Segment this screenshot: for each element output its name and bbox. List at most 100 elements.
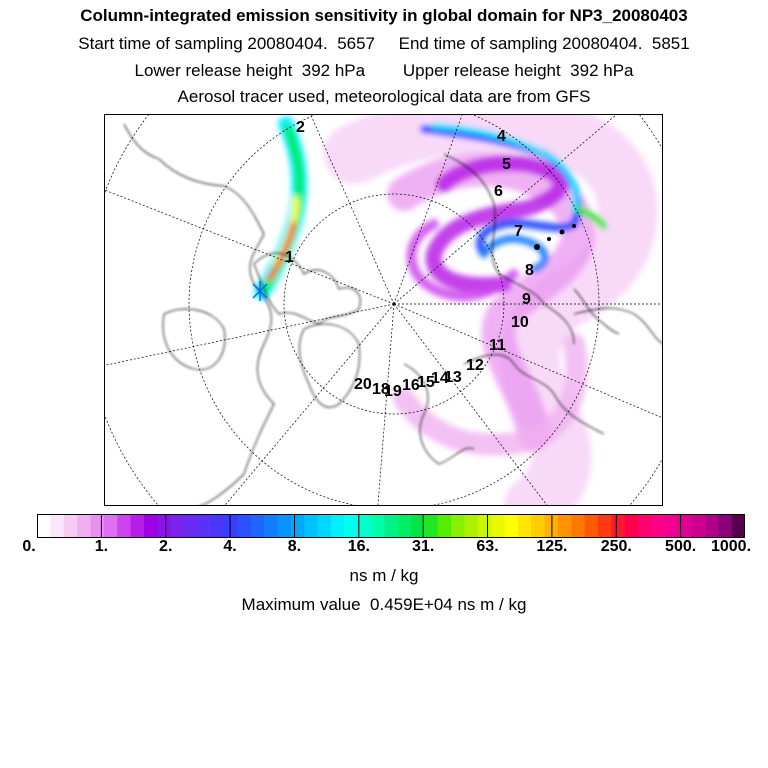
colorbar-tick-label: 2. [159, 538, 173, 555]
colorbar-swatch [197, 514, 212, 538]
colorbar-swatch [237, 514, 252, 538]
colorbar-swatch [370, 514, 385, 538]
colorbar-swatch [517, 514, 532, 538]
meridian [393, 114, 618, 305]
colorbar-tick-label: 250. [600, 538, 632, 555]
colorbar-swatch [638, 514, 653, 538]
colorbar-swatch [718, 514, 733, 538]
colorbar-swatch [664, 514, 679, 538]
colorbar-swatch [157, 514, 172, 538]
day-label: 14 [431, 370, 449, 387]
sensitivity-field [254, 114, 658, 506]
plume-main-purple [425, 155, 569, 294]
lat-lon-grid [104, 114, 663, 506]
coast-asia-east [443, 153, 575, 345]
meridian [377, 303, 395, 506]
colorbar-tick-label: 125. [536, 538, 568, 555]
coast-hudson [162, 308, 226, 371]
colorbar-swatch [504, 514, 519, 538]
colorbar-swatch [90, 514, 105, 538]
colorbar-swatch [210, 514, 225, 538]
coast-arctic-islands [253, 252, 361, 325]
colorbar-swatch [704, 514, 719, 538]
colorbar-tick-label: 0. [22, 538, 36, 555]
colorbar-tick-label: 31. [412, 538, 435, 555]
colorbar-swatch [63, 514, 78, 538]
maximum-value-text: Maximum value 0.459E+04 ns m / kg [241, 595, 527, 614]
colorbar-swatch [250, 514, 265, 538]
colorbar-swatch [357, 514, 372, 538]
coast-north-america [123, 123, 275, 506]
plume-green-spot [575, 205, 608, 230]
colorbar-tick-label: 4. [223, 538, 237, 555]
meridian [310, 114, 395, 305]
colorbar-swatch [691, 514, 706, 538]
colorbar-tick-label: 500. [665, 538, 697, 555]
colorbar-swatch [397, 514, 412, 538]
colorbar-swatch [143, 514, 158, 538]
coast-alaska-se [573, 307, 663, 345]
colorbar-swatch [411, 514, 425, 538]
plume-blue-swirl [480, 235, 549, 273]
colorbar-swatch [451, 514, 466, 538]
colorbar-swatch [103, 514, 118, 538]
colorbar [37, 514, 745, 538]
day-label: 20 [354, 376, 372, 393]
plume-lower-arc [393, 333, 588, 456]
day-label: 1 [285, 249, 294, 266]
coast-islands [534, 224, 576, 250]
colorbar-swatch [557, 514, 572, 538]
colorbar-tick-label: 1. [94, 538, 109, 555]
day-label: 7 [514, 223, 523, 240]
colorbar-swatch [624, 514, 639, 538]
colorbar-swatch [330, 514, 345, 538]
day-label: 13 [444, 369, 462, 386]
colorbar-swatch [598, 514, 613, 538]
colorbar-swatch [170, 514, 185, 538]
sampling-time-line: Start time of sampling 20080404. 5657 En… [78, 34, 690, 53]
coast-europe [403, 363, 475, 465]
tracer-info-line: Aerosol tracer used, meteorological data… [177, 87, 591, 106]
day-label: 9 [522, 291, 531, 308]
colorbar-swatch [50, 514, 65, 538]
colorbar-tick-label: 16. [347, 538, 370, 555]
colorbar-swatch [571, 514, 586, 538]
colorbar-swatch [37, 514, 51, 538]
colorbar-swatch [424, 514, 439, 538]
day-label: 19 [384, 383, 402, 400]
meridian [104, 189, 395, 305]
map-frame [104, 114, 663, 506]
meridian [393, 303, 548, 506]
colorbar-swatch [491, 514, 506, 538]
plume-swirl-purple [406, 219, 519, 302]
day-label: 2 [296, 119, 305, 136]
coastlines [123, 123, 663, 506]
colorbar-swatch [584, 514, 599, 538]
day-label: 6 [494, 183, 503, 200]
day-label: 16 [402, 377, 420, 394]
colorbar-swatch [183, 514, 198, 538]
colorbar-swatch [317, 514, 332, 538]
colorbar-swatch [437, 514, 452, 538]
day-label: 18 [372, 381, 390, 398]
colorbar-swatch [531, 514, 546, 538]
colorbar-swatch [731, 514, 745, 538]
colorbar-tick-label: 63. [476, 538, 499, 555]
colorbar-swatch [277, 514, 292, 538]
plume-cyan-core [431, 123, 579, 212]
coast-greenland [298, 323, 361, 408]
colorbar-swatch [611, 514, 626, 538]
colorbar-swatch [344, 514, 359, 538]
colorbar-swatch [477, 514, 492, 538]
colorbar-swatch [130, 514, 145, 538]
colorbar-swatch [384, 514, 399, 538]
colorbar-swatch [290, 514, 305, 538]
colorbar-tick-labels: 0. 1. 2. 4. 8. 16. 31. 63. 125. 250. 500. 1000. [0, 538, 768, 560]
plume-west-red [266, 221, 297, 282]
release-point-marker [252, 281, 268, 301]
meridian [104, 303, 395, 366]
colorbar-tick-label: 1000. [710, 538, 752, 555]
chart-title: Column-integrated emission sensitivity i… [80, 6, 688, 25]
